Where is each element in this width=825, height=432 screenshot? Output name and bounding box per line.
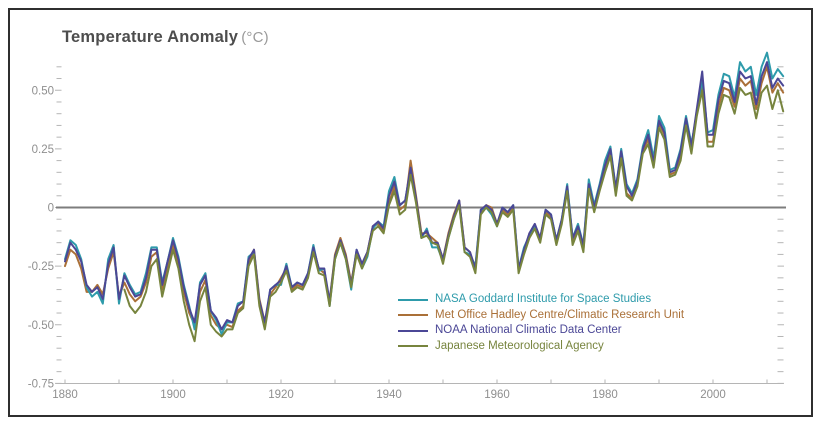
x-axis-label: 1960 — [484, 389, 510, 401]
series-line-jma — [123, 84, 785, 343]
chart-frame — [8, 8, 813, 417]
chart-title: Temperature Anomaly (°C) — [62, 28, 269, 47]
legend-swatch-jma — [398, 345, 428, 348]
series-line-met-office-hadley — [64, 65, 785, 331]
legend-label-met-office-hadley: Met Office Hadley Centre/Climatic Resear… — [435, 308, 685, 321]
legend-swatch-nasa-giss — [398, 298, 428, 301]
x-axis-label: 2000 — [700, 389, 726, 401]
x-axis-label: 1920 — [268, 389, 294, 401]
legend-label-jma: Japanese Meteorological Agency — [435, 339, 604, 352]
y-axis-label: -0.50 — [28, 320, 54, 332]
x-axis-label: 1940 — [376, 389, 402, 401]
y-axis-label: 0 — [48, 203, 54, 215]
series-line-noaa-ncdc — [64, 61, 785, 331]
legend-item-noaa-ncdc: NOAA National Climatic Data Center — [398, 323, 684, 339]
legend-item-met-office-hadley: Met Office Hadley Centre/Climatic Resear… — [398, 308, 684, 324]
y-axis-label: -0.75 — [28, 378, 54, 390]
legend-label-noaa-ncdc: NOAA National Climatic Data Center — [435, 324, 622, 336]
chart-legend: NASA Goddard Institute for Space Studies… — [398, 292, 684, 354]
y-axis-label: 0.50 — [32, 85, 54, 97]
legend-label-nasa-giss: NASA Goddard Institute for Space Studies — [435, 293, 652, 305]
x-axis-label: 1900 — [160, 389, 186, 401]
chart-title-units: (°C) — [241, 29, 269, 46]
legend-item-nasa-giss: NASA Goddard Institute for Space Studies — [398, 292, 684, 308]
x-axis-label: 1880 — [52, 389, 78, 401]
legend-swatch-noaa-ncdc — [398, 329, 428, 332]
legend-swatch-met-office-hadley — [398, 314, 428, 317]
x-axis-label: 1980 — [592, 389, 618, 401]
y-axis-label: -0.25 — [28, 261, 54, 273]
chart-title-text: Temperature Anomaly — [62, 28, 239, 46]
legend-item-jma: Japanese Meteorological Agency — [398, 339, 684, 355]
y-axis-label: 0.25 — [32, 144, 54, 156]
